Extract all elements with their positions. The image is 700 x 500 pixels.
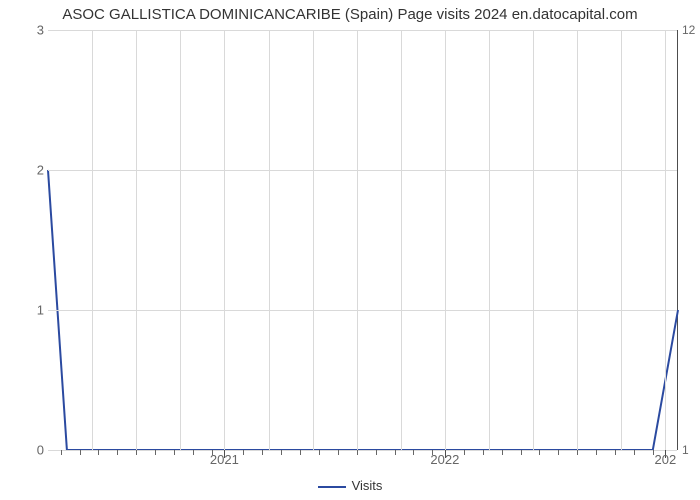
x-tick-label: 202 <box>655 452 677 467</box>
hgrid-line <box>48 310 677 311</box>
x-minor-tick <box>155 450 156 455</box>
x-minor-tick <box>558 450 559 455</box>
x-tick-label: 2022 <box>430 452 459 467</box>
vgrid-line <box>357 30 358 450</box>
y-tick-label: 1 <box>4 303 44 318</box>
x-minor-tick <box>634 450 635 455</box>
x-minor-tick <box>577 450 578 455</box>
x-minor-tick <box>539 450 540 455</box>
x-minor-tick <box>136 450 137 455</box>
y-tick-label: 2 <box>4 163 44 178</box>
y-right-tick-label: 12 <box>682 23 695 37</box>
x-minor-tick <box>61 450 62 455</box>
y-right-tick-label: 1 <box>682 443 689 457</box>
vgrid-line <box>180 30 181 450</box>
vgrid-line <box>269 30 270 450</box>
x-minor-tick <box>281 450 282 455</box>
vgrid-line <box>489 30 490 450</box>
x-minor-tick <box>319 450 320 455</box>
vgrid-line <box>665 30 666 450</box>
vgrid-line <box>92 30 93 450</box>
x-minor-tick <box>502 450 503 455</box>
vgrid-line <box>445 30 446 450</box>
x-minor-tick <box>464 450 465 455</box>
x-minor-tick <box>395 450 396 455</box>
x-minor-tick <box>521 450 522 455</box>
x-minor-tick <box>357 450 358 455</box>
vgrid-line <box>577 30 578 450</box>
vgrid-line <box>621 30 622 450</box>
x-minor-tick <box>80 450 81 455</box>
y-tick-label: 0 <box>4 443 44 458</box>
x-tick-label: 2021 <box>210 452 239 467</box>
plot-area <box>48 30 678 450</box>
vgrid-line <box>401 30 402 450</box>
vgrid-line <box>313 30 314 450</box>
vgrid-line <box>224 30 225 450</box>
x-minor-tick <box>174 450 175 455</box>
y-tick-label: 3 <box>4 23 44 38</box>
visits-line-series <box>48 30 678 450</box>
chart-container: ASOC GALLISTICA DOMINICANCARIBE (Spain) … <box>0 0 700 500</box>
x-minor-tick <box>300 450 301 455</box>
x-minor-tick <box>98 450 99 455</box>
legend: Visits <box>0 478 700 493</box>
hgrid-line <box>48 30 677 31</box>
x-minor-tick <box>376 450 377 455</box>
legend-swatch <box>318 486 346 488</box>
hgrid-line <box>48 170 677 171</box>
vgrid-line <box>136 30 137 450</box>
x-minor-tick <box>338 450 339 455</box>
x-minor-tick <box>615 450 616 455</box>
x-minor-tick <box>596 450 597 455</box>
x-minor-tick <box>483 450 484 455</box>
x-minor-tick <box>243 450 244 455</box>
x-minor-tick <box>117 450 118 455</box>
hgrid-line <box>48 450 677 451</box>
vgrid-line <box>533 30 534 450</box>
legend-label: Visits <box>352 478 383 493</box>
chart-title: ASOC GALLISTICA DOMINICANCARIBE (Spain) … <box>0 6 700 23</box>
x-minor-tick <box>413 450 414 455</box>
x-minor-tick <box>262 450 263 455</box>
x-minor-tick <box>193 450 194 455</box>
